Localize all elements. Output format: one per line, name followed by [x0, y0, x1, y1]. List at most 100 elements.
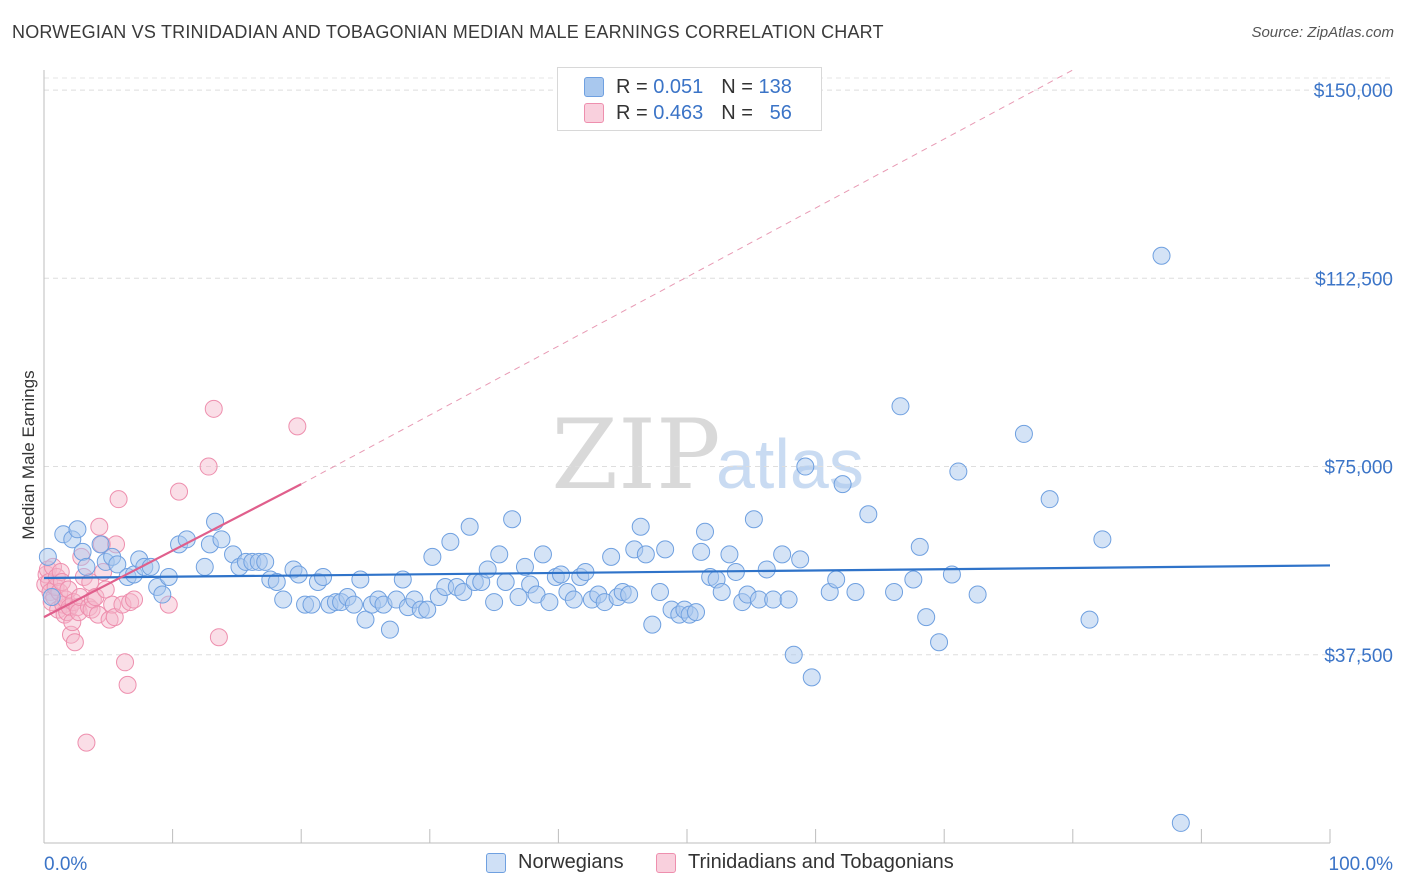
norwegian-point [620, 585, 639, 604]
norwegian-point [631, 517, 650, 536]
norwegian-point [153, 585, 172, 604]
norwegian-point [1093, 530, 1112, 549]
norwegian-point [696, 522, 715, 541]
legend-row-norwegians: R = 0.051 N = 138 [584, 74, 792, 100]
chart-title: NORWEGIAN VS TRINIDADIAN AND TOBAGONIAN … [12, 22, 884, 42]
norwegian-point [195, 557, 214, 576]
norwegian-point [38, 547, 57, 566]
norwegian-point [380, 620, 399, 639]
norwegian-point [42, 588, 61, 607]
trend-lines [43, 69, 1331, 619]
trinidadian-point [125, 590, 144, 609]
norwegian-point [846, 583, 865, 602]
norwegian-point [454, 583, 473, 602]
norwegian-point [485, 593, 504, 612]
norwegian-point [1171, 813, 1190, 832]
r-value: 0.463 [653, 101, 704, 124]
norwegian-point [773, 545, 792, 564]
norwegian-point [212, 530, 231, 549]
norwegian-point [108, 555, 127, 574]
norwegian-point [77, 557, 96, 576]
trinidadian-trend-line [43, 483, 302, 619]
n-value: 56 [769, 101, 792, 124]
trinidadian-point [209, 628, 228, 647]
norwegian-trend-line [43, 564, 1331, 580]
trinidadian-point [77, 733, 96, 752]
trinidadian-point [109, 490, 128, 509]
norwegian-point [904, 570, 923, 589]
x-tick-labels: 0.0% 100.0% [44, 854, 1393, 875]
legend-swatch-blue [584, 77, 604, 97]
x-tick-label-min: 0.0% [44, 854, 87, 875]
norwegian-point [968, 585, 987, 604]
legend-swatch-pink [656, 852, 676, 873]
norwegian-point [356, 610, 375, 629]
source-label: Source: ZipAtlas.com [1251, 24, 1394, 41]
norwegian-point [656, 540, 675, 559]
n-label: N = [721, 75, 753, 98]
norwegian-point [496, 572, 515, 591]
norwegian-point [478, 560, 497, 579]
axes [43, 70, 1331, 844]
y-axis-label: Median Male Earnings [19, 370, 38, 539]
norwegian-point [533, 545, 552, 564]
norwegian-point [744, 510, 763, 529]
norwegian-point [833, 475, 852, 494]
norwegian-point [636, 545, 655, 564]
norwegian-point [757, 560, 776, 579]
norwegian-point [91, 535, 110, 554]
n-label: N = [721, 101, 753, 124]
norwegian-point [490, 545, 509, 564]
norwegian-point [650, 583, 669, 602]
norwegian-point [460, 517, 479, 536]
trinidadian-point [170, 482, 189, 501]
norwegian-point [68, 520, 87, 539]
norwegian-point [949, 462, 968, 481]
norwegian-point [418, 600, 437, 619]
y-tick-labels: $37,500 $75,000 $112,500 $150,000 [1314, 81, 1393, 667]
norwegian-point [602, 547, 621, 566]
y-tick-label: $150,000 [1314, 81, 1393, 102]
legend-item-norwegians[interactable]: Norwegians [486, 851, 624, 874]
norwegian-point [930, 633, 949, 652]
trinidadian-point [90, 517, 109, 536]
trinidadian-point [96, 580, 115, 599]
norwegian-point [1040, 490, 1059, 509]
norwegian-point [917, 608, 936, 627]
trinidadian-point [65, 633, 84, 652]
norwegian-point [784, 645, 803, 664]
trinidadian-point [204, 399, 223, 418]
trinidadian-point [100, 610, 119, 629]
norwegian-point [256, 552, 275, 571]
zipatlas-watermark: ZIP atlas [551, 399, 863, 511]
norwegian-point [643, 615, 662, 634]
legend-row-trinidadians: R = 0.463 N = 56 [584, 100, 792, 126]
trinidadian-point [288, 417, 307, 436]
norwegian-point [515, 557, 534, 576]
norwegian-point [891, 397, 910, 416]
legend-item-trinidadians[interactable]: Trinidadians and Tobagonians [656, 851, 954, 874]
norwegian-point [441, 532, 460, 551]
norwegian-point [764, 590, 783, 609]
trinidadian-point [118, 675, 137, 694]
y-tick-label: $75,000 [1324, 458, 1393, 479]
norwegian-point [692, 542, 711, 561]
norwegian-point [791, 550, 810, 569]
norwegian-point [687, 603, 706, 622]
n-value: 138 [758, 75, 792, 98]
norwegian-point [802, 668, 821, 687]
norwegian-point [827, 570, 846, 589]
legend-swatch-pink [584, 103, 604, 123]
norwegian-point [503, 510, 522, 529]
norwegian-point [509, 588, 528, 607]
legend-label: Norwegians [518, 851, 624, 873]
norwegian-point [712, 583, 731, 602]
norwegian-point [423, 547, 442, 566]
series-norwegian-points [38, 246, 1190, 832]
norwegian-point [1080, 610, 1099, 629]
x-tick-label-max: 100.0% [1329, 854, 1394, 875]
norwegian-point [720, 545, 739, 564]
y-tick-label: $37,500 [1324, 646, 1393, 667]
legend-label: Trinidadians and Tobagonians [688, 851, 954, 873]
norwegian-point [267, 572, 286, 591]
